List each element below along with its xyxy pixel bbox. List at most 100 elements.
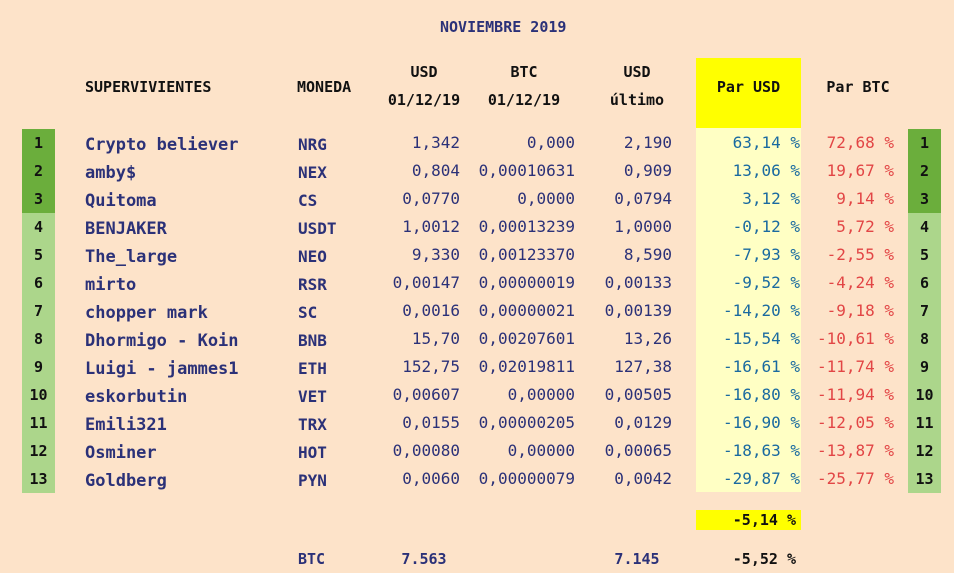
usd-start-value: 9,330: [411, 245, 460, 264]
survivor-name: Osminer: [85, 443, 157, 463]
par-btc-value: -11,94 %: [816, 385, 894, 404]
par-usd-header-bg: [696, 58, 801, 128]
usd-last-value: 0,00139: [604, 301, 672, 320]
survivor-name: The_large: [85, 247, 178, 267]
usd-start-value: 15,70: [411, 329, 460, 348]
usd-start-value: 0,00147: [392, 273, 460, 292]
header-usd-date-top: USD: [410, 63, 438, 81]
usd-start-value: 0,0016: [402, 301, 460, 320]
btc-start-value: 0,000: [526, 133, 575, 152]
par-btc-value: -10,61 %: [816, 329, 894, 348]
par-btc-value: -25,77 %: [816, 469, 894, 488]
header-supervivientes: SUPERVIVIENTES: [85, 78, 212, 96]
usd-last-value: 2,190: [623, 133, 672, 152]
rank-badge-right: 5: [908, 241, 941, 269]
survivor-name: Quitoma: [85, 191, 157, 211]
par-usd-value: 63,14 %: [732, 133, 800, 152]
par-usd-value: -16,90 %: [722, 413, 800, 432]
par-usd-value: -9,52 %: [732, 273, 800, 292]
usd-last-value: 0,0042: [614, 469, 672, 488]
rank-badge: 5: [22, 241, 55, 269]
par-btc-value: 72,68 %: [826, 133, 894, 152]
usd-last-value: 0,909: [623, 161, 672, 180]
btc-start-value: 0,0000: [517, 189, 575, 208]
par-usd-value: -29,87 %: [722, 469, 800, 488]
usd-last-value: 127,38: [614, 357, 672, 376]
btc-start-value: 0,00013239: [478, 217, 575, 236]
par-btc-value: -13,87 %: [816, 441, 894, 460]
coin-symbol: BNB: [298, 331, 327, 350]
btc-start-value: 0,00000205: [478, 413, 575, 432]
btc-row-last: 7.145: [614, 550, 660, 568]
rank-badge: 2: [22, 157, 55, 185]
btc-row-par-usd: -5,52 %: [732, 550, 796, 568]
coin-symbol: TRX: [298, 415, 327, 434]
par-btc-value: -4,24 %: [826, 273, 894, 292]
survivor-name: Goldberg: [85, 471, 167, 491]
coin-symbol: NEO: [298, 247, 327, 266]
header-moneda: MONEDA: [297, 78, 352, 96]
par-usd-value: 3,12 %: [742, 189, 800, 208]
par-usd-value: -18,63 %: [722, 441, 800, 460]
rank-badge: 11: [22, 409, 55, 437]
btc-start-value: 0,00123370: [478, 245, 575, 264]
usd-last-value: 0,00065: [604, 441, 672, 460]
rank-badge-right: 3: [908, 185, 941, 213]
rank-badge-right: 7: [908, 297, 941, 325]
btc-start-value: 0,00000: [507, 385, 575, 404]
rank-badge: 7: [22, 297, 55, 325]
rank-badge-right: 4: [908, 213, 941, 241]
usd-start-value: 0,0770: [402, 189, 460, 208]
average-par-usd: -5,14 %: [732, 511, 796, 529]
survivor-name: Crypto believer: [85, 135, 239, 155]
coin-symbol: HOT: [298, 443, 327, 462]
rank-badge: 4: [22, 213, 55, 241]
rank-badge: 6: [22, 269, 55, 297]
btc-start-value: 0,02019811: [478, 357, 575, 376]
usd-start-value: 0,00080: [392, 441, 460, 460]
header-par-btc: Par BTC: [826, 78, 890, 96]
par-usd-value: -16,80 %: [722, 385, 800, 404]
par-btc-value: -12,05 %: [816, 413, 894, 432]
rank-badge-right: 13: [908, 465, 941, 493]
btc-start-value: 0,00010631: [478, 161, 575, 180]
btc-row-label: BTC: [298, 550, 326, 568]
header-usd-last-bottom: último: [609, 91, 665, 109]
rank-badge-right: 1: [908, 129, 941, 157]
rank-badge: 10: [22, 381, 55, 409]
coin-symbol: CS: [298, 191, 318, 210]
par-btc-value: -9,18 %: [826, 301, 894, 320]
usd-last-value: 13,26: [623, 329, 672, 348]
btc-row-usd: 7.563: [401, 550, 447, 568]
rank-badge: 12: [22, 437, 55, 465]
par-usd-value: 13,06 %: [732, 161, 800, 180]
par-usd-column-bg: [696, 128, 801, 492]
coin-symbol: NRG: [298, 135, 327, 154]
rank-badge-right: 8: [908, 325, 941, 353]
par-usd-value: -16,61 %: [722, 357, 800, 376]
par-btc-value: 5,72 %: [836, 217, 894, 236]
btc-start-value: 0,00000019: [478, 273, 575, 292]
rank-badge: 9: [22, 353, 55, 381]
survivor-name: mirto: [85, 275, 137, 295]
par-usd-value: -14,20 %: [722, 301, 800, 320]
usd-last-value: 0,0129: [614, 413, 672, 432]
average-highlight: [696, 510, 801, 530]
par-usd-value: -7,93 %: [732, 245, 800, 264]
rank-badge: 3: [22, 185, 55, 213]
coin-symbol: USDT: [298, 219, 337, 238]
survivor-name: amby$: [85, 163, 137, 183]
coin-symbol: RSR: [298, 275, 327, 294]
usd-start-value: 0,0155: [402, 413, 460, 432]
header-par-usd: Par USD: [716, 78, 781, 96]
header-btc-date-top: BTC: [510, 63, 538, 81]
coin-symbol: PYN: [298, 471, 327, 490]
btc-start-value: 0,00000021: [478, 301, 575, 320]
usd-last-value: 1,0000: [614, 217, 672, 236]
usd-last-value: 0,00505: [604, 385, 672, 404]
rank-badge-right: 9: [908, 353, 941, 381]
usd-start-value: 152,75: [402, 357, 460, 376]
usd-last-value: 0,0794: [614, 189, 672, 208]
btc-start-value: 0,00207601: [478, 329, 575, 348]
survivor-name: chopper mark: [85, 303, 208, 323]
